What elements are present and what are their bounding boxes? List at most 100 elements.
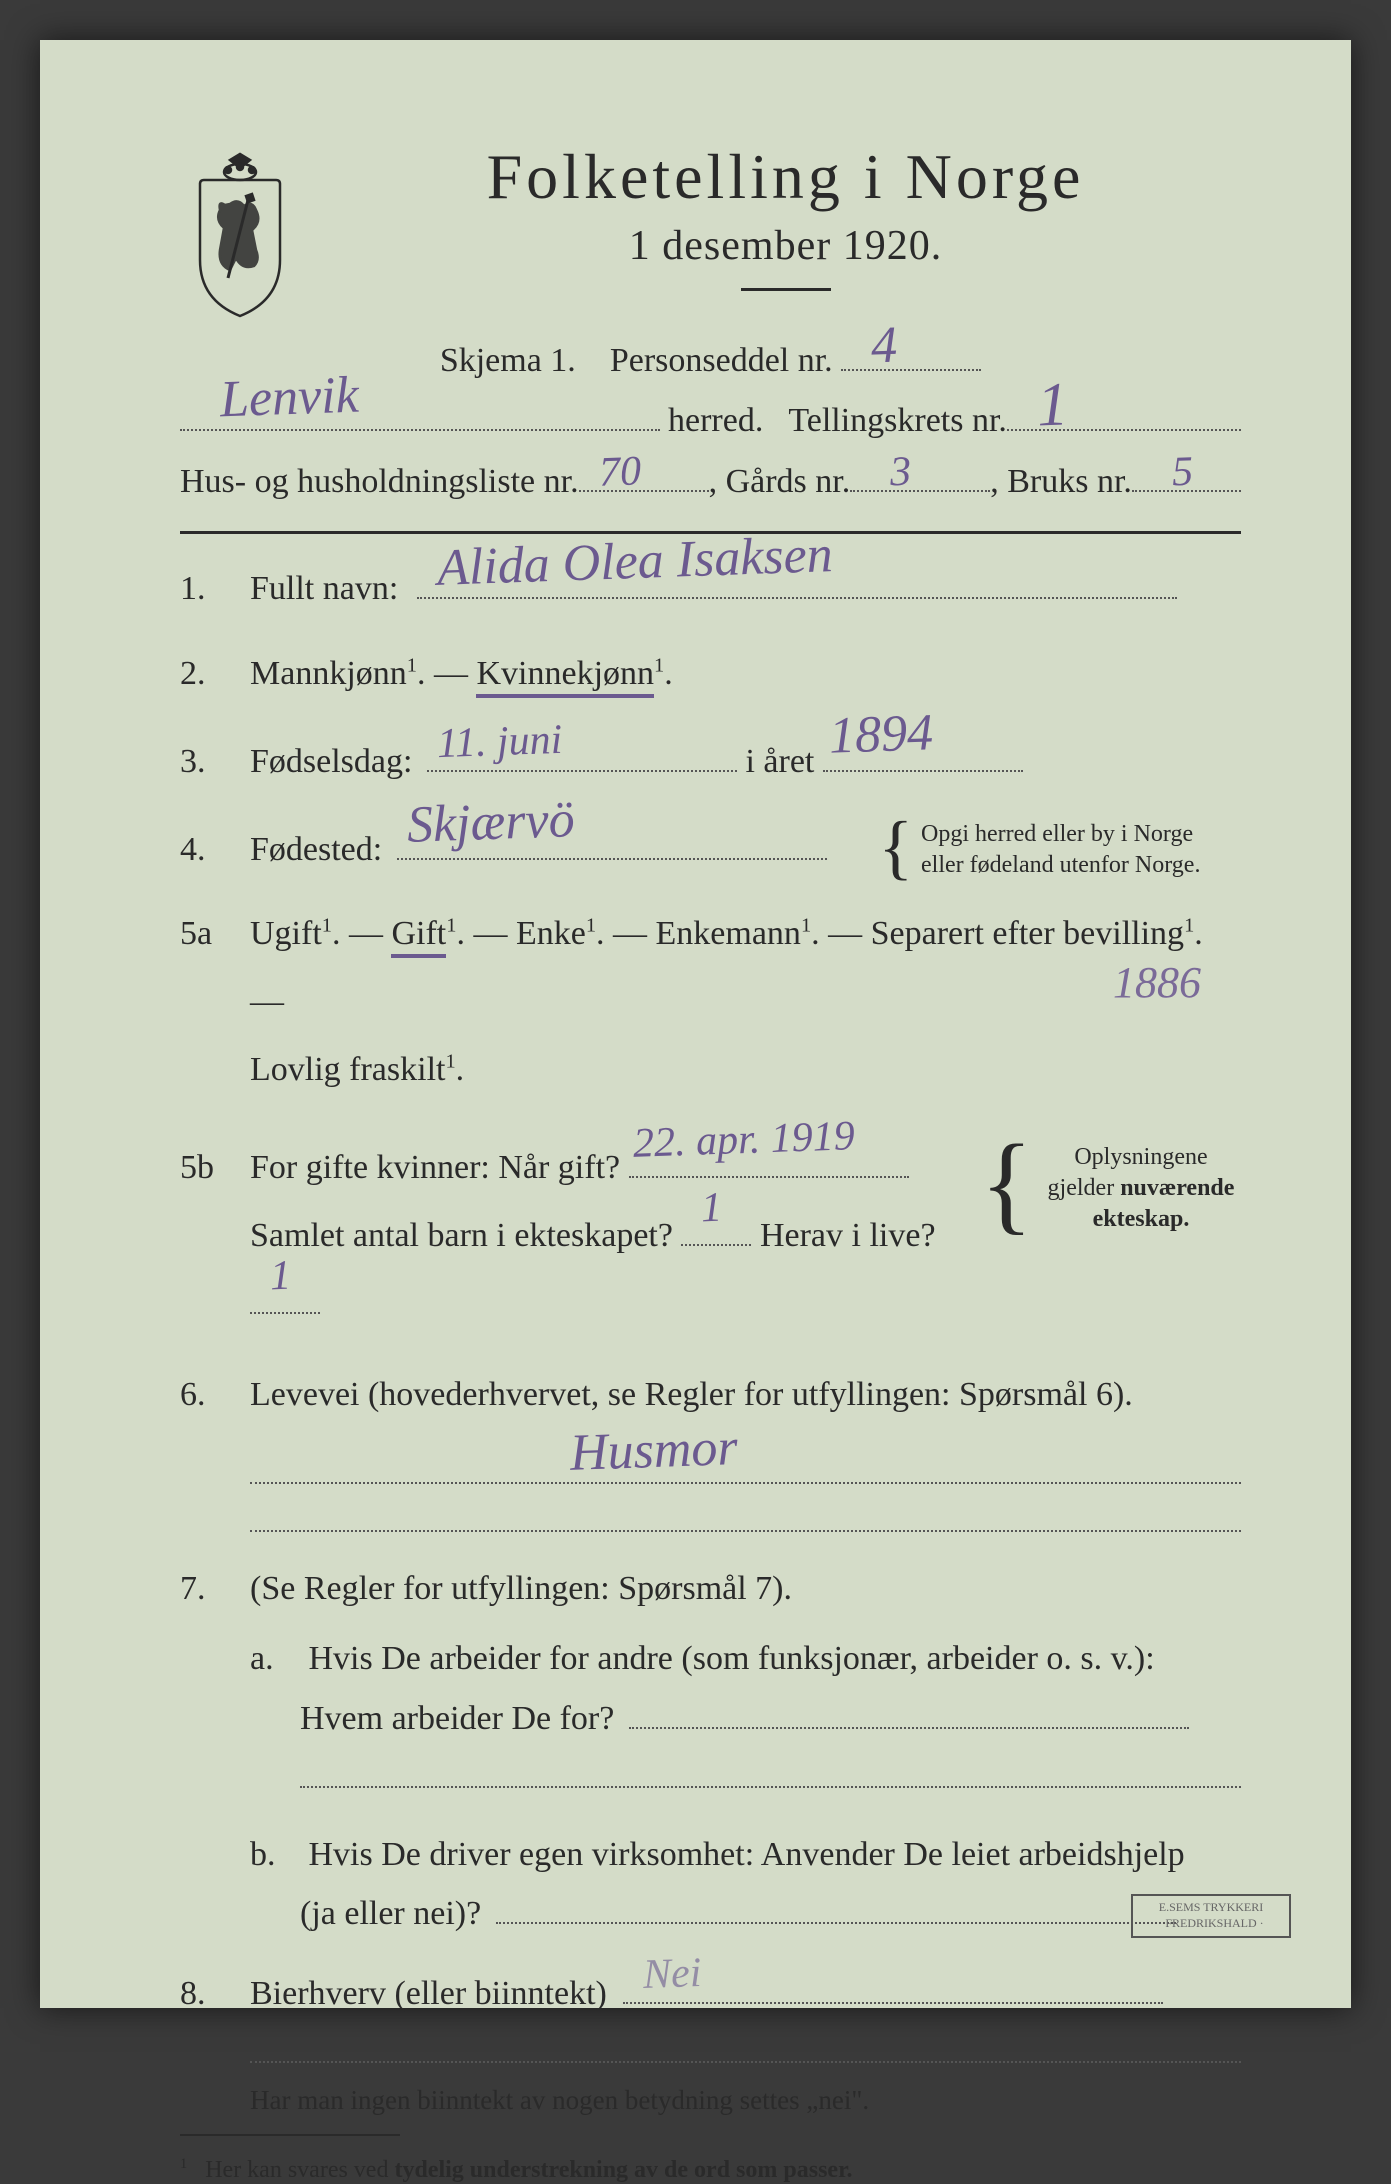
skjema-label: Skjema 1. <box>440 342 576 379</box>
q4-label: Fødested: <box>250 831 382 868</box>
q4-body: Fødested: Skjærvö { Opgi herred eller by… <box>250 819 1241 881</box>
q5b-gift-value: 22. apr. 1919 <box>631 1094 855 1186</box>
q2-sup1: 1 <box>407 654 417 676</box>
q6-field: Husmor <box>250 1428 1241 1484</box>
q6-row: 6. Levevei (hovederhvervet, se Regler fo… <box>180 1368 1241 1422</box>
gards-field: 3 <box>850 452 990 493</box>
gards-label: , Gårds nr. <box>709 463 851 501</box>
q2-mann: Mannkjønn <box>250 655 407 692</box>
bruks-field: 5 <box>1132 452 1241 493</box>
stamp-line1: E.SEMS TRYKKERI <box>1137 1900 1285 1916</box>
q3-body: Fødselsdag: 11. juni i året 1894 <box>250 731 1241 789</box>
tellingskrets-label: Tellingskrets nr. <box>788 402 1007 440</box>
q5a-enke: Enke <box>516 915 586 952</box>
husliste-field: 70 <box>579 452 709 493</box>
q5b-body: For gifte kvinner: Når gift? 22. apr. 19… <box>250 1134 1241 1338</box>
q8-row: 8. Bierhverv (eller biinntekt) Nei <box>180 1963 1241 2021</box>
q8-line2 <box>250 2061 1241 2063</box>
tellingskrets-field: 1 <box>1007 390 1241 431</box>
q5b-side-note: Oplysningene gjelder nuværende ekteskap. <box>1041 1134 1241 1236</box>
brace-icon: { <box>980 1134 1033 1233</box>
q5a-row: 5a Ugift1. — Gift1. — Enke1. — Enkemann1… <box>180 900 1241 1104</box>
q5b-live-field: 1 <box>250 1273 320 1314</box>
q3-year-label: i året <box>745 743 822 780</box>
main-title: Folketelling i Norge <box>330 140 1241 214</box>
q3-year-field: 1894 <box>823 731 1023 772</box>
personseddel-value: 4 <box>870 315 898 375</box>
herred-field: Lenvik <box>180 390 660 431</box>
q7-row: 7. (Se Regler for utfyllingen: Spørsmål … <box>180 1562 1241 1616</box>
q2-num: 2. <box>180 647 250 701</box>
brace-icon: { <box>878 819 913 877</box>
husliste-label: Hus- og husholdningsliste nr. <box>180 463 579 501</box>
q5b-barn-field: 1 <box>681 1205 751 1246</box>
q1-row: 1. Fullt navn: Alida Olea Isaksen <box>180 558 1241 616</box>
q5b-label2: Samlet antal barn i ekteskapet? <box>250 1217 673 1254</box>
q8-body: Bierhverv (eller biinntekt) Nei <box>250 1963 1241 2021</box>
tellingskrets-value: 1 <box>1036 369 1069 441</box>
q5a-lovlig: Lovlig fraskilt <box>250 1051 445 1088</box>
q7-num: 7. <box>180 1562 250 1616</box>
bruks-value: 5 <box>1171 448 1194 497</box>
q8-num: 8. <box>180 1967 250 2021</box>
meta-line-herred: Lenvik herred. Tellingskrets nr. 1 <box>180 390 1241 440</box>
husliste-value: 70 <box>598 448 642 497</box>
title-block: Folketelling i Norge 1 desember 1920. <box>330 140 1241 319</box>
bruks-label: , Bruks nr. <box>990 463 1132 501</box>
q5b-side1: Oplysningene <box>1041 1142 1241 1173</box>
q7b-field <box>496 1884 1176 1925</box>
footnote-rule <box>180 2134 400 2136</box>
q5b-row: 5b For gifte kvinner: Når gift? 22. apr.… <box>180 1134 1241 1338</box>
q7a-line1: Hvis De arbeider for andre (som funksjon… <box>309 1640 1155 1677</box>
date-line: 1 desember 1920. <box>330 222 1241 270</box>
q2-dash: — <box>434 655 477 692</box>
q5a-num: 5a <box>180 907 250 961</box>
q3-label: Fødselsdag: <box>250 743 412 780</box>
personseddel-label: Personseddel nr. <box>610 342 833 379</box>
crest-svg <box>180 150 300 320</box>
q5a-margin-note: 1886 <box>1113 948 1201 1018</box>
q7-label: (Se Regler for utfyllingen: Spørsmål 7). <box>250 1562 1241 1616</box>
q4-side-note: Opgi herred eller by i Norge eller fødel… <box>921 819 1241 881</box>
tail-note: Har man ingen biinntekt av nogen betydni… <box>250 2085 1241 2116</box>
q3-day-value: 11. juni <box>436 706 564 778</box>
q7a-line3 <box>300 1786 1241 1788</box>
q7b: b. Hvis De driver egen virksomhet: Anven… <box>250 1826 1241 1943</box>
q8-value: Nei <box>642 1940 703 2009</box>
q6-label: Levevei (hovederhvervet, se Regler for u… <box>250 1376 1133 1413</box>
q1-num: 1. <box>180 562 250 616</box>
q2-kvinne: Kvinnekjønn <box>476 655 654 698</box>
q5b-side3: ekteskap. <box>1093 1206 1190 1232</box>
q7b-line2: (ja eller nei)? <box>300 1895 481 1932</box>
q6-body: Levevei (hovederhvervet, se Regler for u… <box>250 1368 1241 1422</box>
q7a: a. Hvis De arbeider for andre (som funks… <box>250 1630 1241 1747</box>
q7a-line2: Hvem arbeider De for? <box>300 1700 614 1737</box>
footnote-bold: tydelig understrekning av de ord som pas… <box>394 2157 852 2183</box>
footnote-text: Her kan svares ved <box>205 2157 394 2183</box>
meta-line-husliste: Hus- og husholdningsliste nr. 70 , Gårds… <box>180 452 1241 502</box>
census-form-page: Folketelling i Norge 1 desember 1920. Sk… <box>40 40 1351 2008</box>
q5b-num: 5b <box>180 1141 250 1195</box>
q3-day-field: 11. juni <box>427 731 737 772</box>
q5a-separert: Separert efter bevilling <box>871 915 1184 952</box>
q4-side-line2: eller fødeland utenfor Norge. <box>921 850 1241 881</box>
q3-year-value: 1894 <box>827 691 934 778</box>
q1-value: Alida Olea Isaksen <box>435 513 833 610</box>
header-row: Folketelling i Norge 1 desember 1920. <box>180 140 1241 320</box>
q3-row: 3. Fødselsdag: 11. juni i året 1894 <box>180 731 1241 789</box>
herred-label: herred. <box>668 402 763 440</box>
q4-field: Skjærvö <box>397 819 827 860</box>
q5a-body: Ugift1. — Gift1. — Enke1. — Enkemann1. —… <box>250 900 1241 1104</box>
q3-num: 3. <box>180 735 250 789</box>
coat-of-arms-icon <box>180 150 300 320</box>
q8-field: Nei <box>623 1963 1163 2004</box>
q7b-line1: Hvis De driver egen virksomhet: Anvender… <box>309 1836 1185 1873</box>
q6-num: 6. <box>180 1368 250 1422</box>
printer-stamp: E.SEMS TRYKKERI · FREDRIKSHALD · <box>1131 1894 1291 1938</box>
q4-num: 4. <box>180 823 250 877</box>
q2-row: 2. Mannkjønn1. — Kvinnekjønn1. <box>180 647 1241 701</box>
q4-row: 4. Fødested: Skjærvö { Opgi herred eller… <box>180 819 1241 881</box>
q5a-gift: Gift <box>391 915 446 958</box>
q7a-field <box>629 1688 1189 1729</box>
q5b-gift-field: 22. apr. 1919 <box>629 1137 909 1178</box>
